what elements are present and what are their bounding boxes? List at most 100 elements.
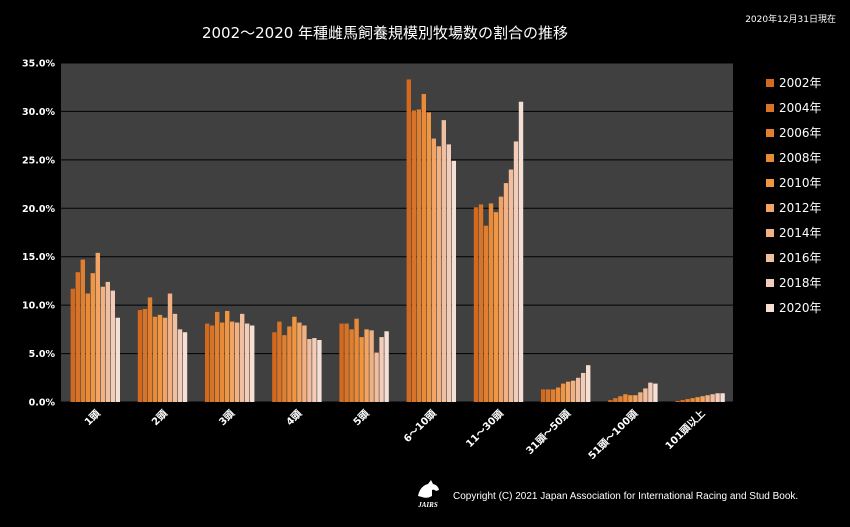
- x-tick-label: 3頭: [217, 407, 238, 428]
- y-tick-label: 5.0%: [29, 349, 56, 360]
- bar: [441, 120, 446, 402]
- bar: [80, 259, 85, 402]
- bar: [431, 138, 436, 402]
- y-axis-ticks: 0.0% 5.0% 10.0% 15.0% 20.0% 25.0% 30.0% 35.0%: [22, 59, 55, 409]
- bar: [354, 318, 359, 402]
- bar: [359, 337, 364, 402]
- bar: [167, 293, 173, 402]
- bar: [426, 112, 431, 402]
- bar: [374, 352, 379, 402]
- bar: [473, 207, 479, 402]
- legend-swatch: [766, 303, 774, 312]
- bar: [705, 395, 710, 402]
- bar: [638, 392, 643, 402]
- bar: [272, 332, 277, 402]
- bar: [493, 212, 499, 402]
- bar: [576, 377, 581, 402]
- bar: [115, 317, 120, 402]
- legend-swatch: [766, 278, 774, 287]
- bar: [210, 325, 215, 402]
- bar: [205, 323, 210, 402]
- x-axis-ticks: 1頭 2頭 3頭 4頭 5頭 6～10頭 11～30頭 31頭～50頭 51頭～100頭 101頭…: [82, 407, 707, 462]
- bar: [633, 395, 638, 402]
- bar: [608, 400, 613, 402]
- as-of-date: 2020年12月31日現在: [745, 15, 836, 25]
- legend-label: 2012年: [779, 201, 822, 215]
- legend-label: 2014年: [779, 226, 822, 240]
- bar: [518, 101, 524, 402]
- bar: [571, 380, 576, 402]
- bar: [623, 394, 628, 402]
- bar: [675, 401, 680, 402]
- bar: [297, 322, 302, 402]
- bar: [700, 396, 705, 402]
- legend-swatch: [766, 203, 774, 212]
- legend-swatch: [766, 253, 774, 262]
- bar: [411, 110, 416, 403]
- legend-item: 2012年: [766, 195, 846, 220]
- bar: [177, 329, 183, 402]
- bar: [566, 381, 571, 402]
- x-tick-label: 4頭: [284, 407, 305, 428]
- legend-item: 2020年: [766, 295, 846, 320]
- y-tick-label: 0.0%: [29, 398, 56, 409]
- bar: [369, 330, 374, 402]
- x-tick-label: 31頭～50頭: [524, 407, 574, 457]
- bar: [680, 400, 685, 402]
- x-tick-label: 11～30頭: [464, 407, 507, 450]
- bar: [75, 272, 80, 402]
- legend-label: 2008年: [779, 151, 822, 165]
- bar: [344, 323, 349, 402]
- bar: [277, 321, 282, 402]
- legend-label: 2002年: [779, 76, 822, 90]
- x-tick-label: 1頭: [82, 407, 103, 428]
- bar: [416, 109, 421, 403]
- bar: [451, 160, 456, 402]
- bar: [157, 314, 163, 402]
- bar: [225, 310, 230, 402]
- bar: [446, 144, 451, 403]
- legend-swatch: [766, 178, 774, 187]
- legend-label: 2006年: [779, 126, 822, 140]
- copyright-text: Copyright (C) 2021 Japan Association for…: [453, 491, 799, 502]
- y-tick-label: 35.0%: [22, 59, 55, 70]
- legend-swatch: [766, 153, 774, 162]
- logo-text: JAIRS: [417, 501, 438, 509]
- x-tick-label: 51頭～100頭: [586, 407, 641, 462]
- y-tick-label: 20.0%: [22, 204, 55, 215]
- legend-label: 2004年: [779, 101, 822, 115]
- bar: [287, 326, 292, 402]
- bar: [483, 225, 489, 402]
- legend-item: 2010年: [766, 170, 846, 195]
- bar: [137, 309, 143, 402]
- legend-label: 2010年: [779, 176, 822, 190]
- bar: [720, 393, 725, 402]
- bar: [648, 382, 653, 402]
- bar: [488, 203, 494, 402]
- bar: [240, 313, 245, 402]
- legend-item: 2008年: [766, 145, 846, 170]
- legend-label: 2016年: [779, 251, 822, 265]
- bar: [250, 325, 255, 402]
- bar: [215, 311, 220, 402]
- bar: [379, 337, 384, 402]
- bar: [364, 329, 369, 402]
- legend-item: 2018年: [766, 270, 846, 295]
- chart-title: 2002～2020 年種雌馬飼養規模別牧場数の割合の推移: [201, 24, 569, 42]
- legend-item: 2006年: [766, 120, 846, 145]
- bar: [90, 273, 95, 402]
- legend-swatch: [766, 228, 774, 237]
- legend: 2002年 2004年 2006年 2008年 2010年 2012年 2014年 2016年…: [766, 70, 846, 320]
- bar: [172, 313, 178, 402]
- bar: [147, 297, 153, 402]
- legend-swatch: [766, 103, 774, 112]
- bar: [508, 169, 514, 402]
- bar: [100, 286, 105, 402]
- bar: [105, 281, 110, 402]
- bar: [498, 196, 504, 402]
- bar: [85, 293, 90, 402]
- bar: [643, 388, 648, 402]
- y-tick-label: 30.0%: [22, 107, 55, 118]
- legend-item: 2002年: [766, 70, 846, 95]
- bar: [302, 325, 307, 402]
